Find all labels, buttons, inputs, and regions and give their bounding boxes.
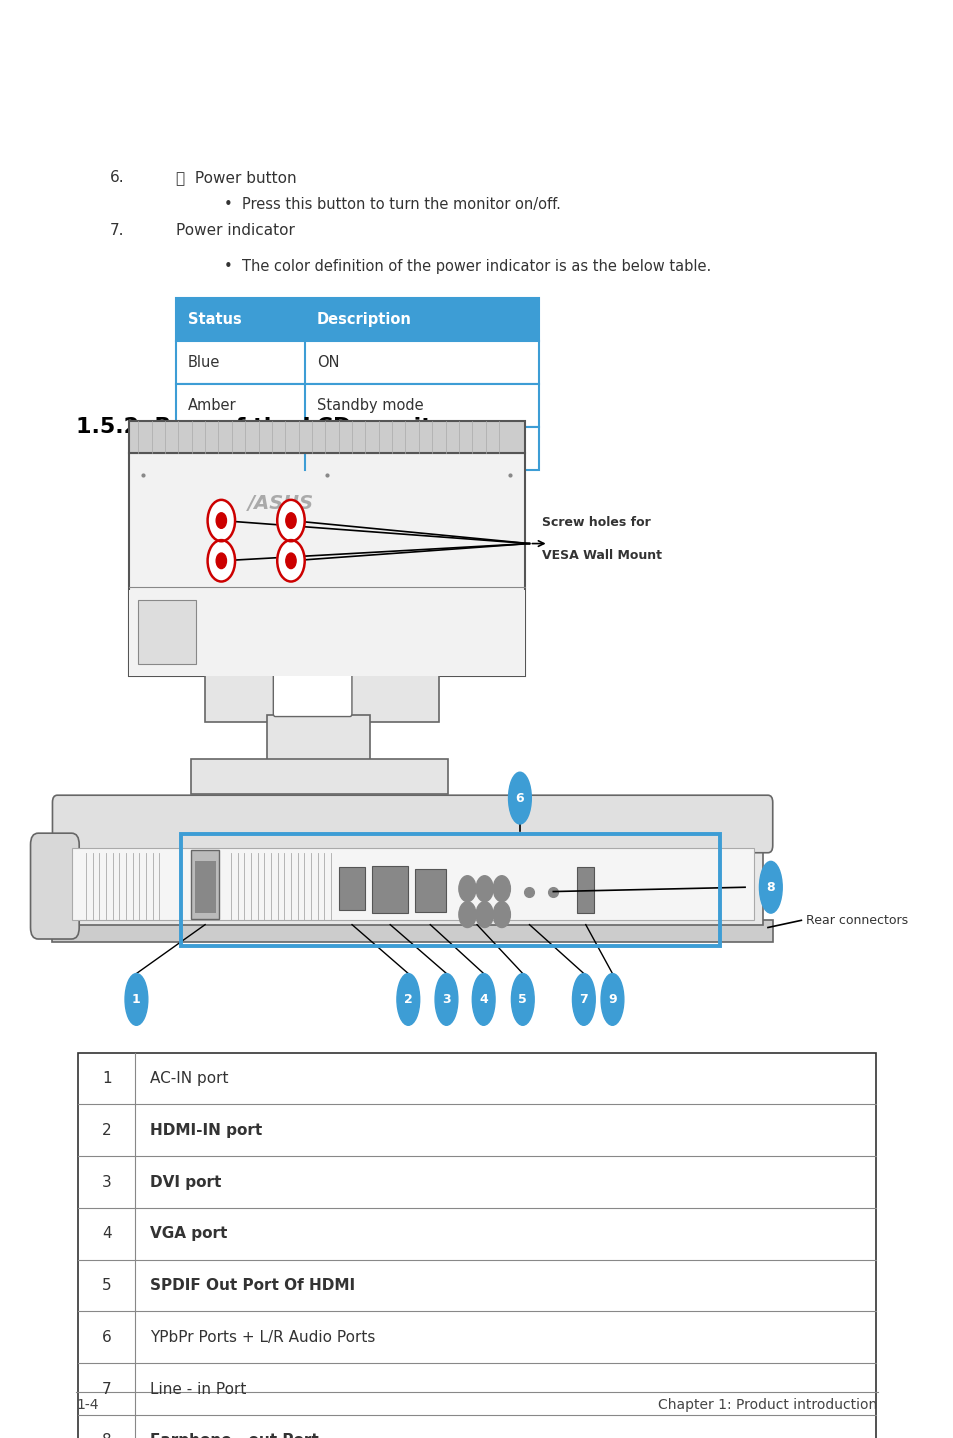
Text: •  The color definition of the power indicator is as the below table.: • The color definition of the power indi… (224, 259, 711, 273)
FancyBboxPatch shape (176, 427, 538, 470)
FancyBboxPatch shape (577, 867, 594, 913)
Text: •  Press this button to turn the monitor on/off.: • Press this button to turn the monitor … (224, 197, 560, 211)
Text: HDMI-IN port: HDMI-IN port (150, 1123, 262, 1137)
Ellipse shape (508, 772, 531, 824)
FancyBboxPatch shape (176, 298, 538, 341)
FancyBboxPatch shape (191, 759, 448, 794)
FancyBboxPatch shape (62, 838, 762, 925)
Text: Rear connectors: Rear connectors (805, 913, 907, 928)
Text: 2: 2 (102, 1123, 112, 1137)
Circle shape (277, 541, 304, 581)
FancyBboxPatch shape (191, 850, 219, 919)
FancyBboxPatch shape (30, 833, 79, 939)
Circle shape (458, 876, 476, 902)
FancyBboxPatch shape (194, 861, 215, 913)
Circle shape (216, 513, 226, 528)
Text: 2: 2 (403, 992, 413, 1007)
Text: SPDIF Out Port Of HDMI: SPDIF Out Port Of HDMI (150, 1278, 355, 1293)
FancyBboxPatch shape (176, 384, 538, 427)
Ellipse shape (435, 974, 457, 1025)
FancyBboxPatch shape (71, 848, 753, 920)
FancyBboxPatch shape (372, 866, 408, 913)
FancyBboxPatch shape (138, 600, 195, 664)
Ellipse shape (396, 974, 419, 1025)
Text: OFF: OFF (188, 441, 215, 456)
Text: Status: Status (188, 312, 241, 326)
Text: Screw holes for: Screw holes for (541, 516, 650, 529)
Text: 4: 4 (102, 1227, 112, 1241)
Text: 6.: 6. (110, 170, 124, 184)
FancyBboxPatch shape (78, 1053, 875, 1438)
Ellipse shape (759, 861, 781, 913)
Text: Amber: Amber (188, 398, 236, 413)
Circle shape (493, 876, 510, 902)
Text: 3: 3 (441, 992, 451, 1007)
Text: 5: 5 (517, 992, 527, 1007)
Text: Power indicator: Power indicator (176, 223, 295, 237)
Circle shape (277, 500, 304, 541)
Circle shape (208, 500, 234, 541)
Text: 7.: 7. (110, 223, 124, 237)
Circle shape (493, 902, 510, 928)
Text: 7: 7 (578, 992, 588, 1007)
Circle shape (208, 541, 234, 581)
Circle shape (286, 554, 295, 568)
Text: 3: 3 (102, 1175, 112, 1189)
Text: 9: 9 (607, 992, 617, 1007)
Text: Earphone - out Port: Earphone - out Port (150, 1434, 318, 1438)
Text: OFF: OFF (316, 441, 344, 456)
FancyBboxPatch shape (52, 795, 772, 853)
Ellipse shape (511, 974, 534, 1025)
Text: VGA port: VGA port (150, 1227, 227, 1241)
FancyBboxPatch shape (129, 590, 524, 676)
Text: 1: 1 (132, 992, 141, 1007)
Circle shape (286, 513, 295, 528)
Circle shape (216, 554, 226, 568)
Text: 5: 5 (102, 1278, 112, 1293)
Text: /ASUS: /ASUS (248, 493, 314, 513)
FancyBboxPatch shape (129, 421, 524, 453)
Ellipse shape (472, 974, 495, 1025)
Text: YPbPr Ports + L/R Audio Ports: YPbPr Ports + L/R Audio Ports (150, 1330, 375, 1345)
Text: 8: 8 (102, 1434, 112, 1438)
Text: DVI port: DVI port (150, 1175, 221, 1189)
FancyBboxPatch shape (52, 920, 772, 942)
Text: 6: 6 (515, 791, 524, 805)
Text: AC-IN port: AC-IN port (150, 1071, 228, 1086)
Text: 1: 1 (102, 1071, 112, 1086)
FancyBboxPatch shape (129, 453, 524, 676)
Ellipse shape (572, 974, 595, 1025)
Text: 4: 4 (478, 992, 488, 1007)
Text: Standby mode: Standby mode (316, 398, 423, 413)
Text: 7: 7 (102, 1382, 112, 1396)
Text: 6: 6 (102, 1330, 112, 1345)
FancyBboxPatch shape (267, 715, 370, 765)
Ellipse shape (600, 974, 623, 1025)
Text: VESA Wall Mount: VESA Wall Mount (541, 549, 661, 562)
Ellipse shape (125, 974, 148, 1025)
Circle shape (476, 902, 493, 928)
FancyBboxPatch shape (338, 867, 365, 910)
FancyBboxPatch shape (176, 341, 538, 384)
Text: ON: ON (316, 355, 339, 370)
Text: 8: 8 (765, 880, 775, 894)
Text: 1.5.2  Rear of the LCD monitor: 1.5.2 Rear of the LCD monitor (76, 417, 458, 437)
Text: Description: Description (316, 312, 411, 326)
Text: 1-4: 1-4 (76, 1398, 99, 1412)
FancyBboxPatch shape (205, 667, 438, 722)
Text: ⏻  Power button: ⏻ Power button (176, 170, 296, 184)
Circle shape (458, 902, 476, 928)
Circle shape (476, 876, 493, 902)
Text: Chapter 1: Product introduction: Chapter 1: Product introduction (658, 1398, 877, 1412)
FancyBboxPatch shape (273, 673, 352, 716)
Text: Blue: Blue (188, 355, 220, 370)
Text: Line - in Port: Line - in Port (150, 1382, 246, 1396)
FancyBboxPatch shape (415, 869, 445, 912)
